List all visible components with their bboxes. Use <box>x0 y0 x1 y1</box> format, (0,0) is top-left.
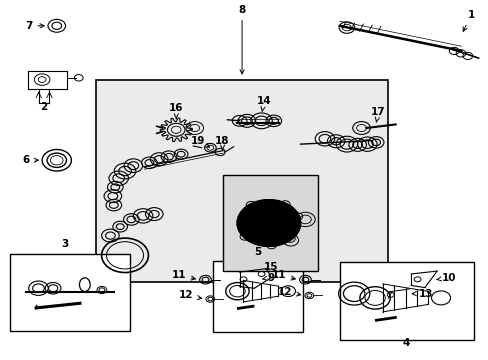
Text: 6: 6 <box>22 155 38 165</box>
Text: 14: 14 <box>256 96 271 112</box>
Text: 13: 13 <box>411 289 433 299</box>
Text: 2: 2 <box>40 102 47 112</box>
Text: 11: 11 <box>271 270 295 280</box>
Text: 8: 8 <box>238 5 245 74</box>
Bar <box>222 175 317 271</box>
Text: 15: 15 <box>264 262 278 273</box>
Text: 5: 5 <box>254 247 261 257</box>
Text: 3: 3 <box>61 239 69 249</box>
Text: 16: 16 <box>169 103 183 119</box>
Circle shape <box>237 200 300 246</box>
Text: 12: 12 <box>277 287 300 297</box>
Text: 1: 1 <box>462 10 474 31</box>
Text: 18: 18 <box>215 136 229 149</box>
Text: 10: 10 <box>436 273 456 283</box>
Bar <box>96 80 387 282</box>
Text: 9: 9 <box>262 273 274 283</box>
Text: 12: 12 <box>179 291 201 301</box>
Text: 17: 17 <box>370 107 385 122</box>
Bar <box>212 261 303 332</box>
Text: 4: 4 <box>402 338 409 348</box>
Bar <box>339 262 473 339</box>
Text: 7: 7 <box>25 21 44 31</box>
Text: 11: 11 <box>171 270 195 280</box>
Text: 19: 19 <box>191 136 209 147</box>
Bar <box>10 253 130 330</box>
